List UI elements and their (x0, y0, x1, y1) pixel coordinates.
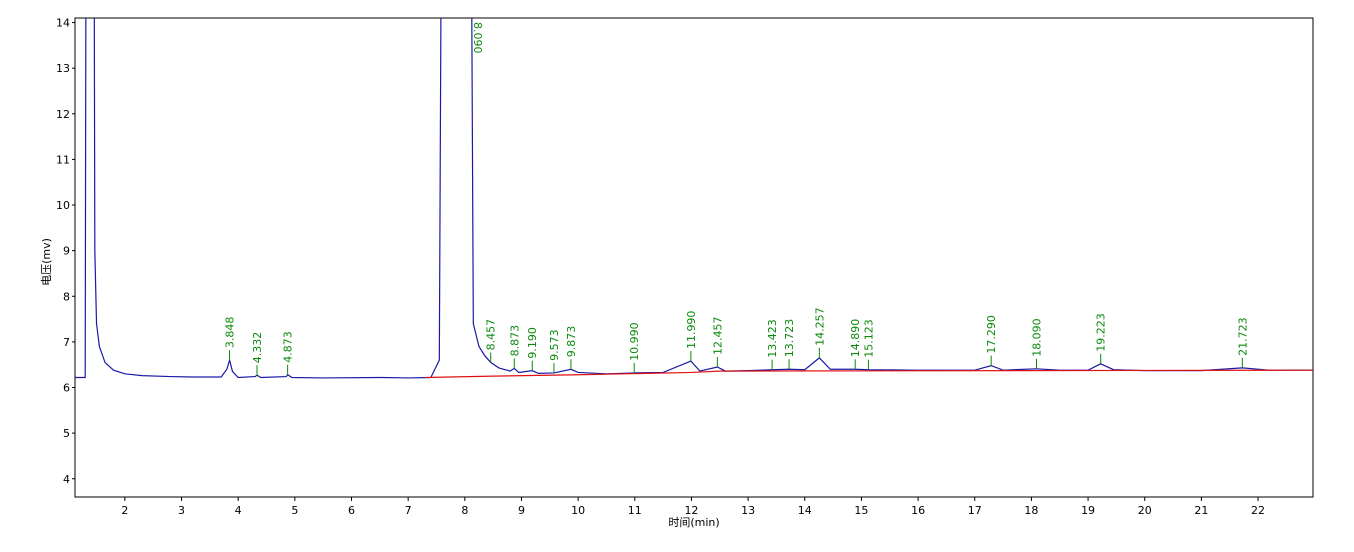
x-tick-label: 18 (1024, 504, 1038, 517)
peak-label: 9.873 (565, 326, 578, 358)
x-tick-label: 15 (854, 504, 868, 517)
plot-frame (74, 17, 1314, 498)
peak-label: 21.723 (1236, 317, 1249, 356)
x-tick-label: 13 (741, 504, 755, 517)
x-tick-label: 11 (628, 504, 642, 517)
y-tick-label: 7 (63, 336, 70, 349)
x-tick-label: 20 (1138, 504, 1152, 517)
x-tick-label: 3 (178, 504, 185, 517)
y-tick-label: 9 (63, 245, 70, 258)
peak-label: 9.190 (526, 327, 539, 359)
series-line (425, 369, 1313, 379)
peak-label: 17.290 (985, 315, 998, 354)
x-axis-label: 时间(min) (668, 516, 719, 529)
peak-label: 8.457 (485, 319, 498, 351)
x-tick-label: 22 (1251, 504, 1265, 517)
x-tick-label: 5 (291, 504, 298, 517)
peak-label: 13.723 (783, 319, 796, 358)
x-tick-label: 8 (461, 504, 468, 517)
peak-label: 18.090 (1031, 318, 1044, 357)
y-tick-label: 11 (56, 153, 70, 166)
peak-label: 10.990 (628, 322, 641, 361)
x-tick-label: 12 (684, 504, 698, 517)
peak-label: 3.848 (224, 317, 237, 349)
x-tick-label: 6 (348, 504, 355, 517)
x-tick-label: 4 (235, 504, 242, 517)
peak-label: 13.423 (766, 319, 779, 358)
x-tick-label: 7 (405, 504, 412, 517)
peak-label: 15.123 (862, 319, 875, 358)
y-tick-label: 14 (56, 17, 70, 30)
peak-label: 14.890 (849, 319, 862, 358)
x-tick-label: 10 (571, 504, 585, 517)
x-tick-label: 17 (968, 504, 982, 517)
x-tick-label: 14 (798, 504, 812, 517)
x-tick-label: 2 (121, 504, 128, 517)
y-tick-label: 4 (63, 473, 70, 486)
peak-label: 19.223 (1095, 313, 1108, 352)
peak-label: 12.457 (711, 316, 724, 355)
x-tick-label: 19 (1081, 504, 1095, 517)
x-tick-label: 9 (518, 504, 525, 517)
plot-area (75, 18, 1313, 379)
peak-label: 11.990 (685, 311, 698, 350)
y-tick-label: 5 (63, 427, 70, 440)
peak-label: 8.090 (471, 22, 484, 54)
y-axis-label: 电压(mv) (40, 238, 53, 286)
peak-label: 8.873 (508, 325, 521, 357)
x-tick-label: 21 (1194, 504, 1208, 517)
peak-label: 4.873 (282, 331, 295, 363)
y-tick-label: 12 (56, 108, 70, 121)
y-tick-label: 8 (63, 290, 70, 303)
peak-label: 9.573 (548, 329, 561, 361)
x-tick-label: 16 (911, 504, 925, 517)
y-tick-label: 10 (56, 199, 70, 212)
y-tick-label: 13 (56, 62, 70, 75)
peak-label: 14.257 (813, 307, 826, 346)
peak-label: 4.332 (251, 332, 264, 364)
y-tick-label: 6 (63, 382, 70, 395)
